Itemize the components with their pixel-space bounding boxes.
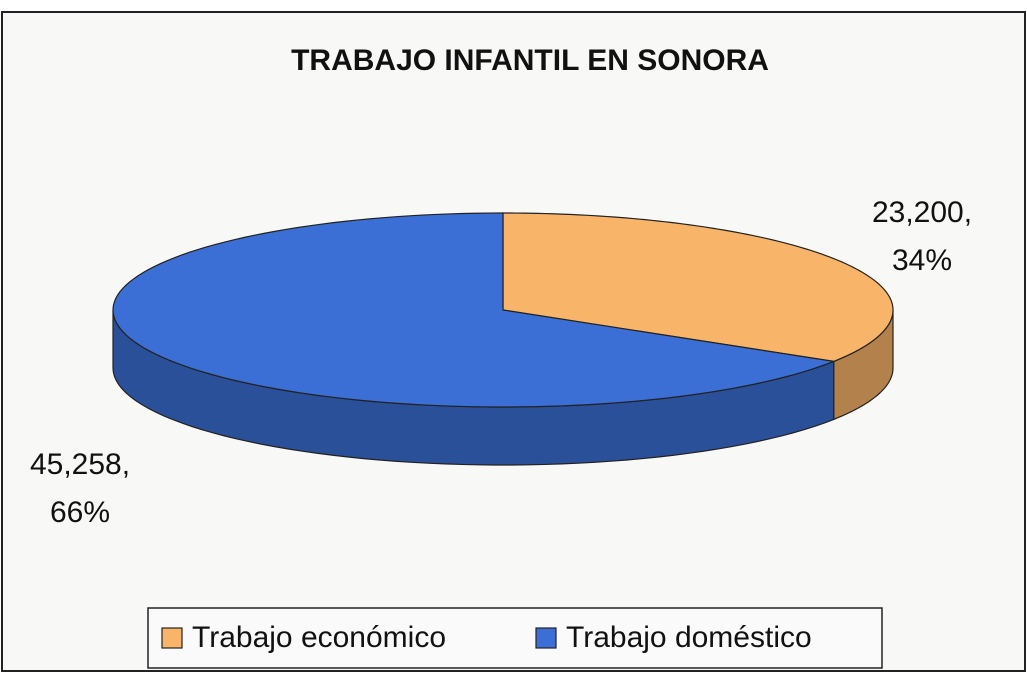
legend-swatch xyxy=(535,627,557,649)
data-label-line: 45,258, xyxy=(30,448,130,481)
chart-title: TRABAJO INFANTIL EN SONORA xyxy=(291,44,769,77)
data-label-line: 23,200, xyxy=(872,196,972,229)
data-label-line: 34% xyxy=(892,244,952,277)
data-label-line: 66% xyxy=(50,496,110,529)
legend-swatch xyxy=(161,627,183,649)
pie-slice xyxy=(112,212,837,408)
legend-label: Trabajo doméstico xyxy=(566,621,812,654)
data-label: 23,200, 34% xyxy=(872,196,972,277)
legend-box xyxy=(147,607,883,669)
data-label: 45,258, 66% xyxy=(30,448,130,529)
pie-slice xyxy=(502,212,894,363)
legend-label: Trabajo económico xyxy=(192,621,446,654)
